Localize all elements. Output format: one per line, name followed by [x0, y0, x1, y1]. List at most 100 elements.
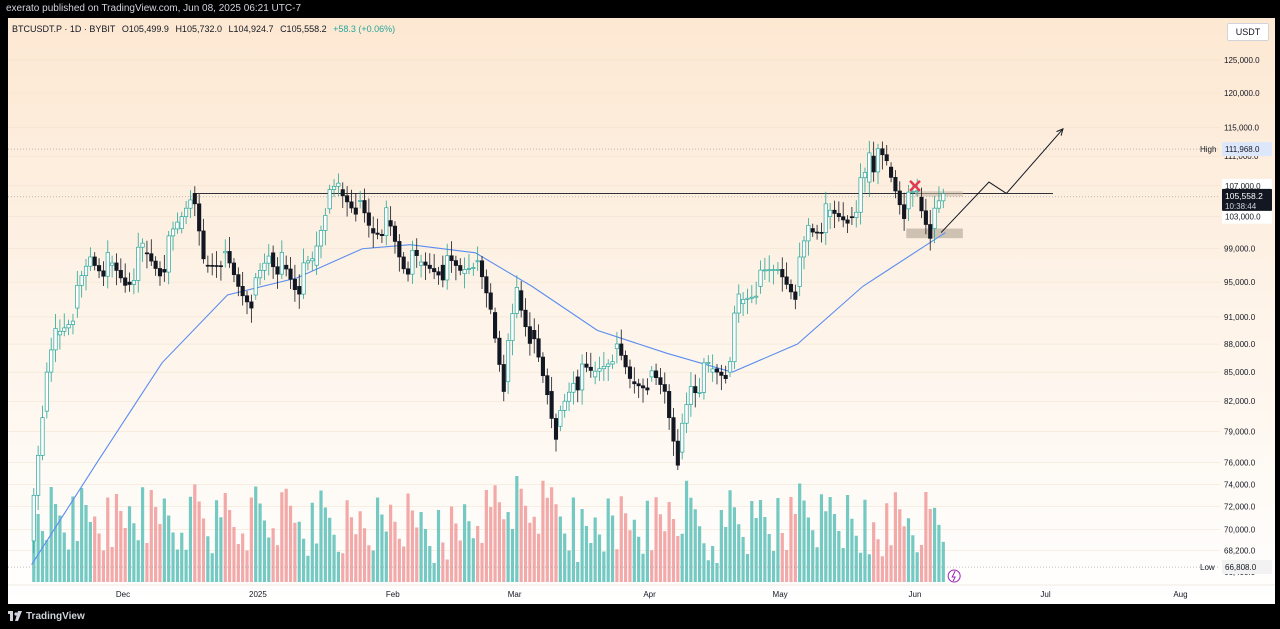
candle-body [275, 266, 280, 275]
candle-body [875, 148, 881, 173]
candle-body [279, 252, 284, 275]
candle-body [244, 295, 250, 303]
candle-body [910, 191, 915, 193]
candle-body [862, 172, 868, 179]
volume-bar [619, 496, 623, 582]
x-tick-label: Aug [1173, 590, 1187, 599]
candle-body [649, 370, 654, 378]
candle-body [110, 262, 115, 266]
volume-bar [589, 543, 593, 582]
volume-bar [745, 554, 750, 582]
volume-bar [528, 522, 532, 582]
volume-bar [323, 507, 327, 582]
candle-body [527, 326, 532, 344]
volume-bar [750, 501, 754, 582]
volume-bar [62, 532, 66, 582]
volume-bar [241, 533, 245, 582]
support-price-tag: 103,000.0 [1225, 213, 1261, 222]
candle-body [136, 246, 141, 281]
tradingview-logo-icon [8, 611, 22, 621]
volume-bar [697, 526, 702, 582]
candle-body [619, 343, 624, 356]
y-tick-label: 79,000.0 [1224, 427, 1256, 436]
volume-bar [84, 505, 88, 582]
currency-button[interactable]: USDT [1227, 23, 1269, 41]
candle-body [240, 286, 245, 297]
candle-body [340, 189, 345, 197]
candle-body [553, 418, 559, 440]
volume-bar [693, 509, 697, 582]
y-tick-label: 125,000.0 [1224, 56, 1260, 65]
candle-body [540, 356, 545, 377]
candle-body [758, 269, 763, 287]
candle-body [841, 216, 846, 221]
candle-body [149, 253, 154, 262]
volume-bar [906, 518, 911, 582]
volume-bar [428, 546, 432, 582]
volume-bar [615, 549, 619, 582]
candle-body [266, 255, 271, 264]
candle-body [197, 203, 202, 232]
volume-bar [36, 514, 40, 582]
price-chart[interactable]: 125,000.0 120,000.0 115,000.0 111,000.0 107,… [8, 18, 1275, 604]
volume-bar [711, 546, 715, 582]
candle-body [410, 249, 415, 275]
volume-bar [219, 517, 223, 582]
volume-bar [558, 516, 562, 582]
candle-body [601, 365, 606, 370]
y-tick-label: 74,000.0 [1224, 480, 1256, 489]
volume-bar [415, 527, 419, 582]
candle-body [936, 200, 941, 209]
volume-bar [541, 480, 545, 582]
volume-bar [928, 509, 932, 582]
volume-bar [223, 493, 227, 582]
candle-body [893, 177, 898, 192]
candle-body [449, 255, 454, 261]
volume-bar [149, 490, 153, 582]
candle-body [532, 330, 537, 340]
candle-body [57, 331, 62, 336]
candle-body [780, 269, 785, 278]
symbol-legend: BTCUSDT.P · 1D · BYBIT O105,499.9 H105,7… [12, 24, 399, 34]
volume-bar [280, 492, 284, 582]
volume-bar [389, 504, 393, 582]
volume-bar [641, 553, 645, 582]
volume-bar [715, 563, 719, 582]
last-price-tag: 105,558.2 [1225, 191, 1263, 201]
high-price-tag-label: High [1200, 145, 1216, 154]
candle-body [688, 386, 693, 405]
candle-body [614, 343, 619, 350]
volume-bar [845, 495, 850, 582]
candle-body [210, 265, 215, 267]
candle-body [728, 361, 733, 373]
volume-bar [497, 502, 502, 582]
volume-bar [898, 509, 902, 582]
x-tick-label: Dec [116, 590, 130, 599]
volume-bar [606, 498, 610, 582]
y-tick-label: 76,000.0 [1224, 459, 1256, 468]
candle-body [793, 291, 798, 300]
candle-body [253, 277, 258, 296]
volume-bar [175, 549, 179, 582]
chart-area[interactable]: 125,000.0 120,000.0 115,000.0 111,000.0 107,… [8, 18, 1275, 604]
y-tick-label: 120,000.0 [1224, 89, 1260, 98]
candle-body [584, 363, 589, 368]
volume-bar [171, 532, 175, 582]
volume-bar [519, 488, 523, 582]
candle-body [392, 225, 398, 242]
y-tick-label: 115,000.0 [1224, 123, 1260, 132]
volume-bar [114, 494, 119, 582]
candle-body [366, 212, 371, 226]
volume-bar [380, 514, 384, 582]
symbol-name[interactable]: BTCUSDT.P · 1D · BYBIT [12, 24, 116, 34]
candle-body [70, 320, 76, 325]
volume-bar [806, 517, 810, 582]
volume-bar [349, 517, 354, 582]
candle-body [506, 340, 511, 383]
candle-body [144, 252, 149, 255]
volume-bar [789, 497, 793, 582]
y-tick-label: 85,000.0 [1224, 368, 1256, 377]
volume-bar [236, 544, 240, 582]
candle-body [301, 262, 306, 295]
candle-body [889, 166, 894, 178]
